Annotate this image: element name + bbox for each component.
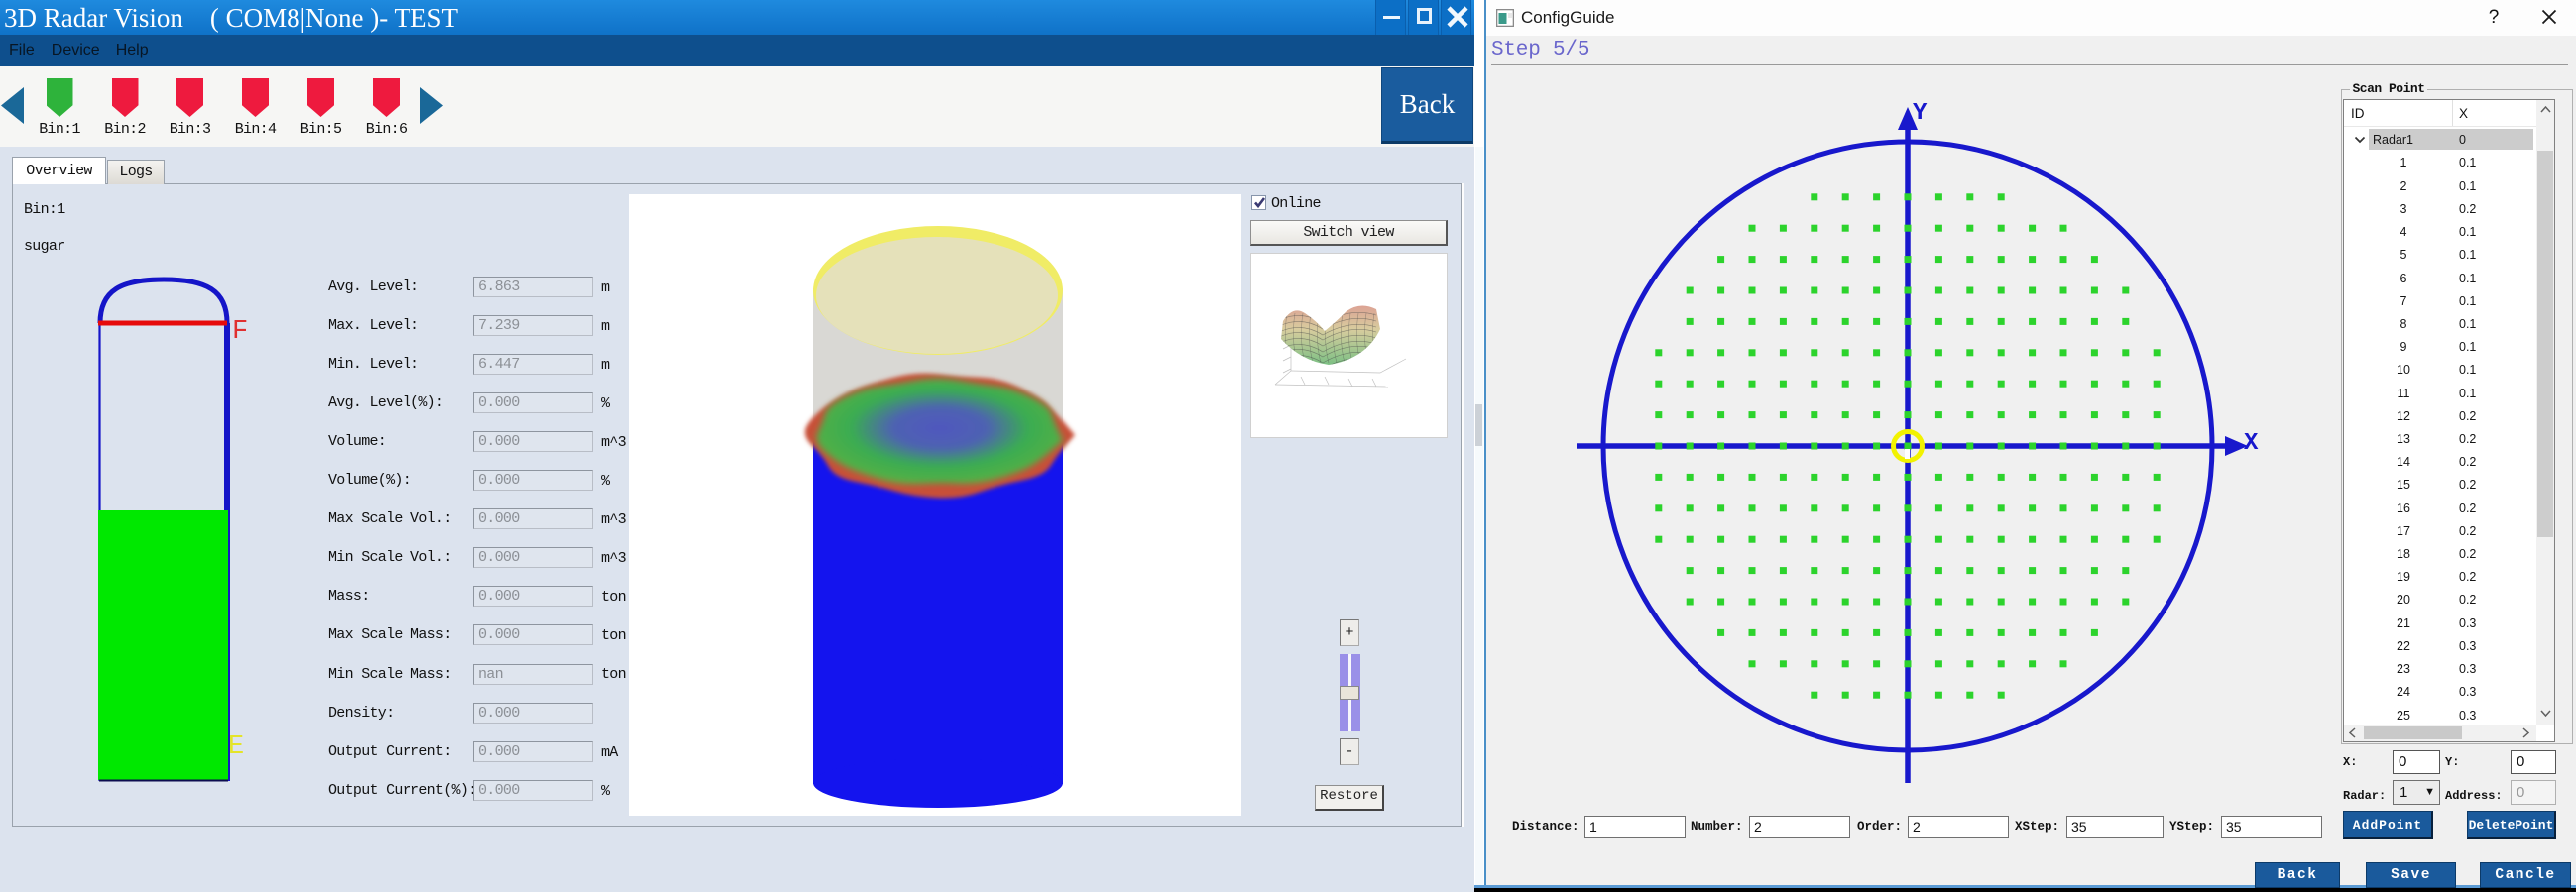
svg-text:X: X	[2244, 430, 2259, 457]
svg-text:E: E	[228, 732, 244, 762]
svg-text:Y: Y	[1913, 100, 1928, 127]
svg-text:F: F	[232, 317, 248, 347]
